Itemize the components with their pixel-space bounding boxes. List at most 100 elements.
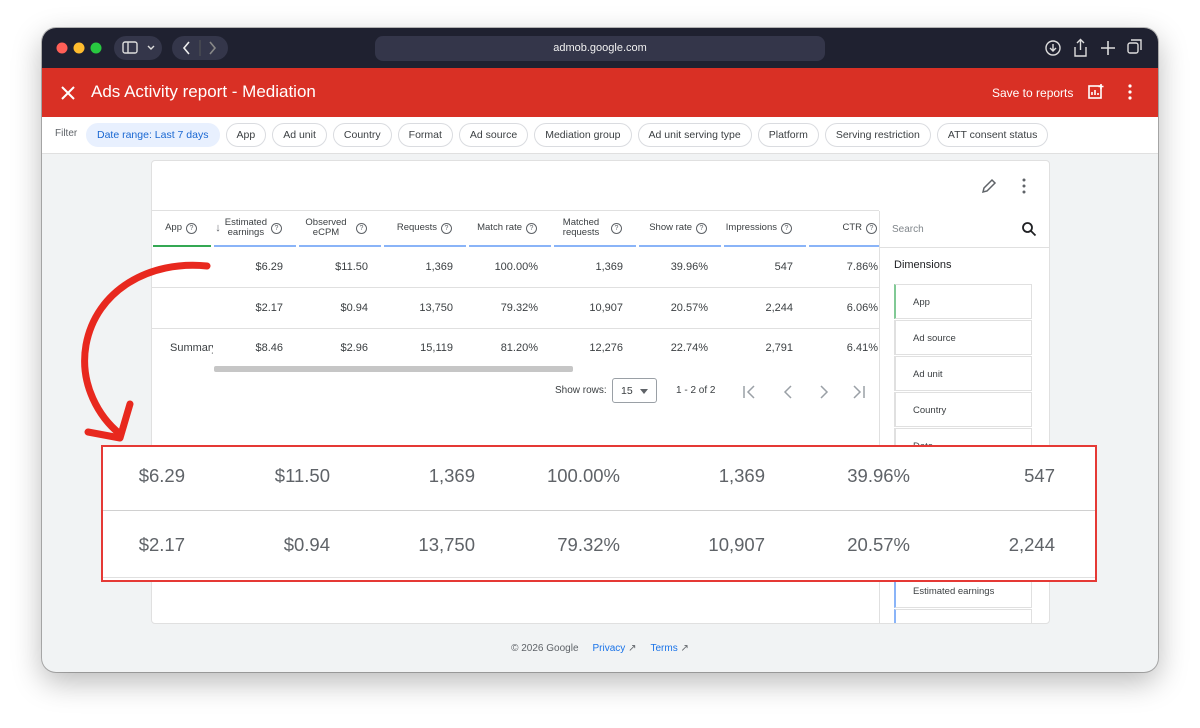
help-icon[interactable]: ? xyxy=(866,222,877,234)
table-cell: 10,907 xyxy=(589,302,623,314)
help-icon[interactable]: ? xyxy=(186,222,197,234)
table-cell: 6.06% xyxy=(846,302,878,314)
chart-icon[interactable] xyxy=(1087,83,1105,101)
column-label: Matched requests xyxy=(562,217,600,238)
dimension-item[interactable]: Country xyxy=(894,392,1032,427)
column-label: Impressions xyxy=(725,222,777,233)
title-bar: admob.google.com xyxy=(42,28,1158,68)
filter-chip[interactable]: Platform xyxy=(757,123,819,147)
table-cell: 7.86% xyxy=(846,261,878,273)
zoom-value: 79.32% xyxy=(557,534,620,555)
search-icon xyxy=(1022,222,1037,237)
ext-icon: ↗ xyxy=(625,643,637,654)
rows-select[interactable]: 15 xyxy=(612,378,657,403)
column-label: CTR xyxy=(842,222,862,233)
filter-chip[interactable]: Format xyxy=(397,123,453,147)
column-header[interactable]: ↓ Estimated earnings? xyxy=(214,211,282,245)
summary-cell: 6.41% xyxy=(846,342,878,354)
dimensions-title: Dimensions xyxy=(894,259,952,271)
rows-value: 15 xyxy=(621,385,633,397)
filter-chip[interactable]: Ad source xyxy=(458,123,529,147)
privacy-link[interactable]: Privacy xyxy=(592,643,626,654)
filter-chip[interactable]: Date range: Last 7 days xyxy=(86,123,220,147)
table-cell: 39.96% xyxy=(670,261,708,273)
summary-cell: 81.20% xyxy=(500,342,538,354)
filter-chip[interactable]: App xyxy=(225,123,267,147)
search-box[interactable]: Search xyxy=(880,211,1049,248)
zoom-value: 39.96% xyxy=(847,465,910,486)
url-text: admob.google.com xyxy=(553,42,647,54)
row-divider xyxy=(152,287,879,288)
scrollbar[interactable] xyxy=(214,366,573,372)
filter-chip[interactable]: Serving restriction xyxy=(824,123,931,147)
metric-item[interactable]: Observed eCPM xyxy=(894,609,1032,623)
report-title: Ads Activity report - Mediation xyxy=(91,82,316,101)
zoom-value: 1,369 xyxy=(718,465,765,486)
zoom-value: $11.50 xyxy=(274,465,330,486)
column-header[interactable]: Observed eCPM? xyxy=(299,211,367,245)
summary-cell: 12,276 xyxy=(589,342,623,354)
help-icon[interactable]: ? xyxy=(526,222,537,234)
table-cell: 13,750 xyxy=(419,302,453,314)
copyright: © 2026 Google xyxy=(511,643,579,654)
zoom-value: 20.57% xyxy=(847,534,910,555)
terms-link[interactable]: Terms xyxy=(650,643,678,654)
card-more-icon[interactable] xyxy=(1020,177,1028,195)
edit-icon[interactable] xyxy=(980,177,998,195)
filter-chip[interactable]: Ad unit serving type xyxy=(637,123,752,147)
column-header[interactable]: Impressions? xyxy=(724,211,792,245)
help-icon[interactable]: ? xyxy=(781,222,792,234)
column-underline xyxy=(724,245,806,247)
filter-chip[interactable]: ATT consent status xyxy=(936,123,1049,147)
dimension-item[interactable]: Ad source xyxy=(894,320,1032,355)
dimension-item[interactable]: App xyxy=(894,284,1032,319)
help-icon[interactable]: ? xyxy=(441,222,452,234)
footer: © 2026 Google Privacy ↗ Terms ↗ xyxy=(0,643,1200,654)
help-icon[interactable]: ? xyxy=(356,222,367,234)
zoom-value: 2,244 xyxy=(1008,534,1055,555)
table-cell: 20.57% xyxy=(670,302,708,314)
table-cell: $0.94 xyxy=(340,302,368,314)
column-underline xyxy=(554,245,636,247)
filter-chip[interactable]: Mediation group xyxy=(534,123,632,147)
save-button[interactable]: Save to reports xyxy=(992,86,1074,100)
address-bar[interactable]: admob.google.com xyxy=(375,36,825,61)
zoom-divider xyxy=(103,510,1095,511)
zoom-callout: $6.29 $11.50 1,369 100.00% 1,369 39.96% 547 $2.… xyxy=(101,445,1097,582)
column-header[interactable]: Match rate? xyxy=(469,211,537,245)
column-underline xyxy=(809,245,879,247)
column-header[interactable]: App? xyxy=(153,211,197,245)
column-header[interactable]: Show rate? xyxy=(639,211,707,245)
help-icon[interactable]: ? xyxy=(696,222,707,234)
zoom-value: 1,369 xyxy=(428,465,475,486)
column-header[interactable]: Matched requests? xyxy=(554,211,622,245)
help-icon[interactable]: ? xyxy=(271,222,282,234)
help-icon[interactable]: ? xyxy=(611,222,622,234)
filter-bar: Filter Date range: Last 7 days App Ad unit… xyxy=(42,117,1158,154)
zoom-value: $6.29 xyxy=(138,465,185,486)
header-top-line xyxy=(152,210,879,211)
zoom-value: 13,750 xyxy=(418,534,475,555)
table-cell: 2,244 xyxy=(765,302,793,314)
column-underline xyxy=(153,245,211,247)
column-header[interactable]: Requests? xyxy=(384,211,452,245)
page-nav[interactable] xyxy=(740,383,880,401)
column-underline xyxy=(214,245,296,247)
filter-chip[interactable]: Ad unit xyxy=(272,123,327,147)
column-label: Match rate xyxy=(477,222,522,233)
table-cell: 79.32% xyxy=(500,302,538,314)
close-icon[interactable] xyxy=(60,85,76,101)
filter-label: Filter xyxy=(55,128,78,139)
summary-cell: 22.74% xyxy=(670,342,708,354)
column-label: Requests xyxy=(396,222,437,233)
table: App? ↓ Estimated earnings? Observed eCPM? Re… xyxy=(152,161,879,623)
filter-chip[interactable]: Country xyxy=(332,123,392,147)
more-icon[interactable] xyxy=(1126,83,1134,101)
column-label: Estimated earnings xyxy=(224,217,267,238)
summary-cell: 15,119 xyxy=(420,342,453,354)
sort-arrow: ↓ xyxy=(215,222,221,234)
table-cell: 1,369 xyxy=(595,261,623,273)
column-header[interactable]: CTR? xyxy=(809,211,877,245)
dimension-item[interactable]: Ad unit xyxy=(894,356,1032,391)
